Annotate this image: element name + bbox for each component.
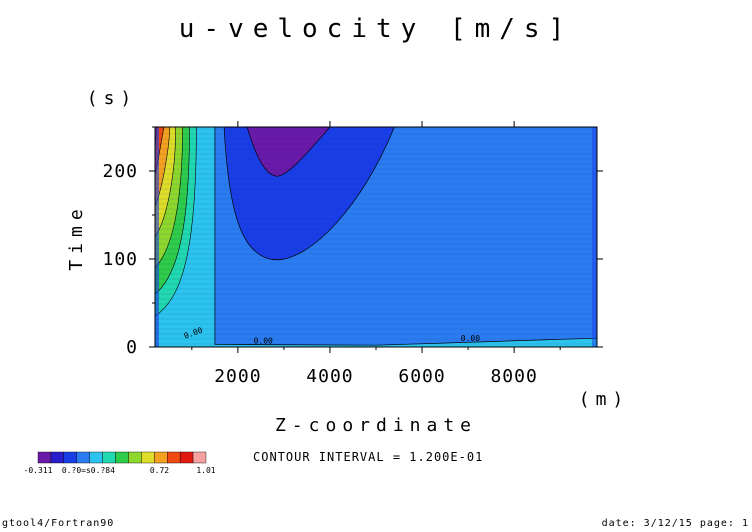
colorbar-swatch bbox=[128, 451, 142, 464]
contour-label: 0.00 bbox=[254, 336, 273, 345]
y-tick-label: 0 bbox=[126, 337, 138, 358]
colorbar-swatch bbox=[154, 451, 168, 464]
chart-title: u-velocity [m/s] bbox=[179, 14, 573, 44]
colorbar-label: 1.01 bbox=[196, 466, 215, 475]
y-axis: 0 100 200 bbox=[102, 126, 603, 358]
y-axis-unit: (s) bbox=[87, 88, 138, 109]
y-tick-label: 100 bbox=[102, 249, 138, 270]
contour-label: 0.00 bbox=[461, 334, 480, 343]
colorbar-swatch bbox=[37, 451, 52, 464]
region-min-core bbox=[246, 127, 331, 177]
colorbar-swatch bbox=[102, 451, 116, 464]
colorbar-swatch bbox=[63, 451, 77, 464]
x-tick-label: 2000 bbox=[214, 366, 261, 387]
colorbar-swatch bbox=[115, 451, 129, 464]
colorbar-swatch bbox=[167, 451, 181, 464]
colorbar-swatch bbox=[192, 451, 207, 464]
y-axis-label: Time bbox=[66, 203, 87, 270]
colorbar-swatch bbox=[89, 451, 103, 464]
x-axis-label: Z-coordinate bbox=[275, 415, 477, 436]
colorbar: -0.311 0.?0=s0.?84 0.72 1.01 bbox=[24, 451, 216, 475]
plot-area: 0.000.00 0.00 bbox=[155, 127, 597, 347]
x-axis-unit: (m) bbox=[579, 389, 630, 410]
contour-interval: CONTOUR INTERVAL = 1.200E-01 bbox=[253, 450, 483, 464]
colorbar-swatch bbox=[141, 451, 155, 464]
colorbar-swatch bbox=[76, 451, 90, 464]
x-axis: 2000 4000 6000 8000 bbox=[191, 121, 561, 387]
colorbar-label: 0.?0=s0.?84 bbox=[62, 466, 115, 475]
x-tick-label: 8000 bbox=[490, 366, 537, 387]
region-near-zero-band bbox=[155, 127, 597, 347]
colorbar-label: -0.311 bbox=[24, 466, 53, 475]
colorbar-label: 0.72 bbox=[150, 466, 169, 475]
y-tick-label: 200 bbox=[102, 161, 138, 182]
footer-right: date: 3/12/15 page: 1 bbox=[602, 518, 749, 529]
colorbar-swatch bbox=[50, 451, 65, 464]
stripe-lines bbox=[155, 127, 597, 347]
colorbar-swatch bbox=[179, 451, 194, 464]
right-edge-strip bbox=[592, 127, 597, 347]
left-edge-strip bbox=[155, 127, 159, 347]
left-edge-bands bbox=[155, 127, 197, 347]
x-tick-label: 6000 bbox=[398, 366, 445, 387]
x-tick-label: 4000 bbox=[306, 366, 353, 387]
footer-left: gtool4/Fortran90 bbox=[2, 518, 114, 529]
